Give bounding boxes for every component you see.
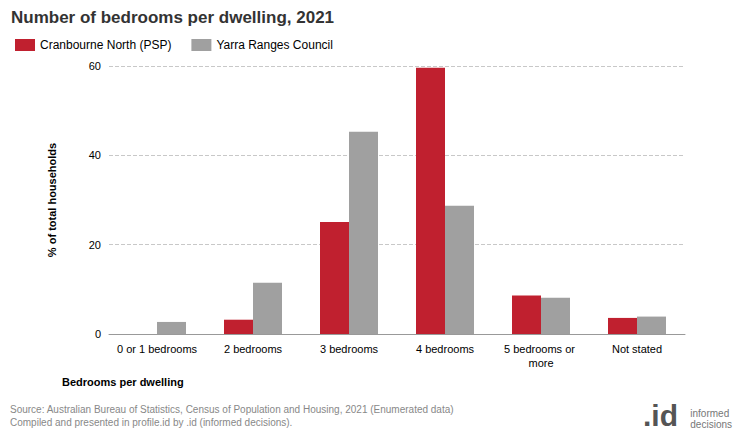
svg-text:60: 60 bbox=[89, 60, 101, 72]
svg-text:Source: Australian Bureau of S: Source: Australian Bureau of Statistics,… bbox=[10, 404, 454, 415]
svg-text:Number of bedrooms per dwellin: Number of bedrooms per dwelling, 2021 bbox=[11, 8, 334, 27]
svg-text:4 bedrooms: 4 bedrooms bbox=[416, 343, 475, 355]
svg-text:40: 40 bbox=[89, 149, 101, 161]
svg-text:5 bedrooms or: 5 bedrooms or bbox=[504, 343, 578, 355]
svg-text:decisions: decisions bbox=[690, 419, 732, 430]
svg-text:Bedrooms per dwelling: Bedrooms per dwelling bbox=[62, 376, 184, 388]
svg-text:informed: informed bbox=[690, 408, 729, 419]
svg-text:3 bedrooms: 3 bedrooms bbox=[320, 343, 379, 355]
svg-text:2 bedrooms: 2 bedrooms bbox=[224, 343, 283, 355]
svg-text:0: 0 bbox=[95, 328, 101, 340]
svg-text:0 or 1 bedrooms: 0 or 1 bedrooms bbox=[117, 343, 198, 355]
svg-text:.id: .id bbox=[643, 399, 678, 432]
svg-text:20: 20 bbox=[89, 239, 101, 251]
svg-text:Compiled and presented in prof: Compiled and presented in profile.id by … bbox=[10, 417, 292, 428]
svg-text:% of total households: % of total households bbox=[46, 143, 58, 257]
svg-text:Yarra Ranges Council: Yarra Ranges Council bbox=[216, 38, 333, 52]
svg-text:Not stated: Not stated bbox=[612, 343, 662, 355]
svg-text:Cranbourne North (PSP): Cranbourne North (PSP) bbox=[40, 38, 171, 52]
svg-text:more: more bbox=[528, 357, 553, 369]
